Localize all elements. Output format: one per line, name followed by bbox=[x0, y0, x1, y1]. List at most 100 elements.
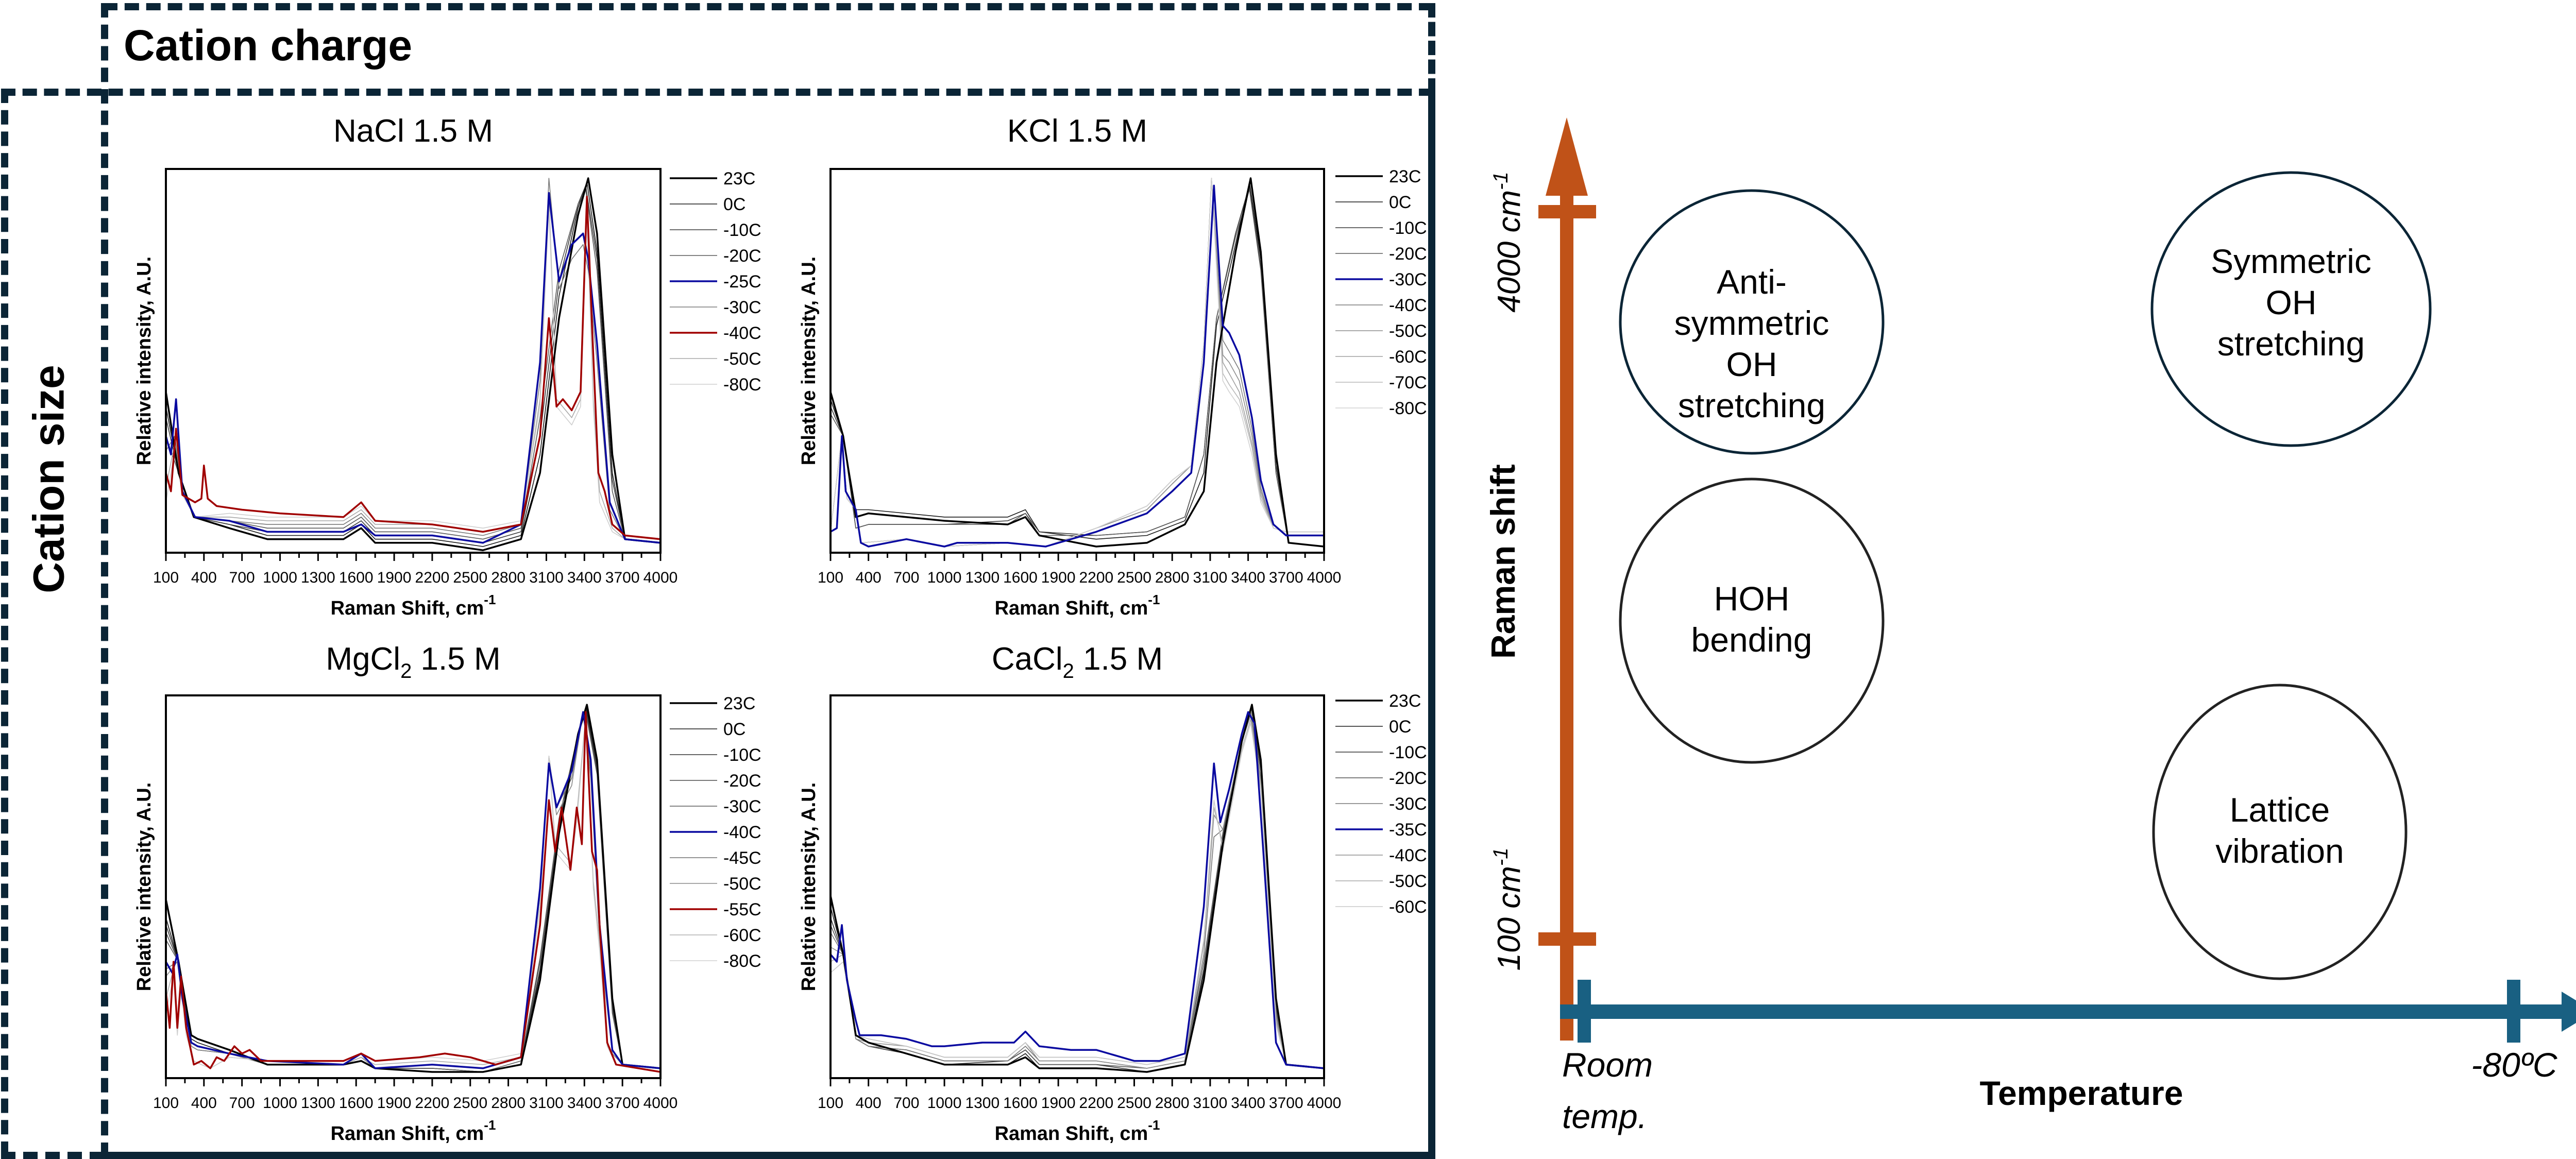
chart-title: KCl 1.5 M bbox=[1007, 113, 1147, 149]
x-tick-label: 4000 bbox=[643, 1095, 678, 1112]
chart-title-rest: 1.5 M bbox=[412, 641, 500, 677]
x-tick-label: 100 bbox=[818, 569, 843, 586]
legend-label: -50C bbox=[1389, 872, 1427, 891]
x-tick-label: 3700 bbox=[605, 569, 640, 586]
legend-label: -60C bbox=[1389, 347, 1427, 367]
x-tick-label: 1900 bbox=[1041, 1095, 1076, 1112]
region-label-line: Anti- bbox=[1717, 263, 1787, 301]
series-line--45C bbox=[165, 711, 661, 1069]
region-symmetric-oh-stretching: Symmetric OH stretching bbox=[2150, 171, 2432, 447]
x-tick-label: 1900 bbox=[1041, 569, 1076, 586]
x-tick-label: 1000 bbox=[263, 569, 297, 586]
x-tick-label: 2800 bbox=[491, 569, 526, 586]
y-axis-label: Relative intensity, A.U. bbox=[133, 257, 155, 465]
x-tick-label: 3700 bbox=[1269, 569, 1303, 586]
legend-label: -30C bbox=[1389, 794, 1427, 814]
legend-label: -20C bbox=[1389, 769, 1427, 788]
column-header-title: Cation charge bbox=[124, 21, 413, 70]
x-tick-label: 400 bbox=[191, 1095, 217, 1112]
series-line--10C bbox=[165, 708, 661, 1072]
x-tick-label: 1900 bbox=[377, 1095, 412, 1112]
legend-label: 23C bbox=[723, 169, 755, 189]
region-hoh-bending: HOH bending bbox=[1619, 478, 1885, 764]
x-tick-label: 1600 bbox=[339, 569, 374, 586]
x-axis-label: Raman Shift, cm-1 bbox=[331, 592, 496, 619]
x-axis-arrowhead bbox=[2562, 992, 2576, 1032]
x-tick-label: 2200 bbox=[415, 569, 450, 586]
chart-title-subscript: 2 bbox=[1063, 660, 1074, 683]
y-axis-tick-4000 bbox=[1538, 205, 1596, 218]
chart-mgcl2: MgCl2 1.5 M 100 400 700 1000 1300 1600 1900 2200… bbox=[133, 641, 761, 1145]
series-line--55C bbox=[165, 711, 661, 1073]
x-tick-label: 1300 bbox=[965, 569, 999, 586]
x-tick-label: 400 bbox=[191, 569, 217, 586]
series-line--10C bbox=[830, 185, 1325, 547]
chart-cacl2: CaCl2 1.5 M 100 400 700 1000 1300 1600 1900 2200… bbox=[798, 641, 1427, 1145]
x-tick-label: 2500 bbox=[453, 569, 487, 586]
region-antisymmetric-oh-stretching: Anti- symmetric OH stretching bbox=[1619, 189, 1885, 455]
legend-label: -20C bbox=[723, 246, 761, 266]
x-tick-label: 400 bbox=[856, 1095, 882, 1112]
x-tick-label: 3400 bbox=[1231, 1095, 1265, 1112]
legend-label: 23C bbox=[1389, 167, 1421, 186]
x-tick-label: 3700 bbox=[1269, 1095, 1303, 1112]
legend-label: -50C bbox=[723, 874, 761, 894]
legend: 23C 0C -10C -20C -30C -35C -40C -50C -60C bbox=[1335, 691, 1427, 917]
series-line-23C bbox=[165, 177, 661, 551]
legend-label: -55C bbox=[723, 900, 761, 919]
x-axis-label: Raman Shift, cm-1 bbox=[995, 592, 1160, 619]
legend-label: -10C bbox=[1389, 743, 1427, 762]
x-tick-label: 1000 bbox=[927, 1095, 962, 1112]
y-axis-label: Relative intensity, A.U. bbox=[798, 782, 820, 991]
chart-title-rest: 1.5 M bbox=[1059, 113, 1147, 149]
header-box-right-border bbox=[1428, 3, 1435, 93]
y-axis-arrowhead bbox=[1546, 117, 1588, 196]
legend-label: -45C bbox=[723, 848, 761, 868]
x-axis-left-label-line1: Room bbox=[1562, 1046, 1653, 1084]
series-line--20C bbox=[830, 711, 1325, 1069]
region-label-line: OH bbox=[2266, 283, 2317, 321]
x-tick-label: 3100 bbox=[529, 569, 564, 586]
x-tick-label: 1300 bbox=[301, 1095, 335, 1112]
column-divider bbox=[101, 3, 108, 1157]
legend-label: -30C bbox=[723, 797, 761, 816]
chart-kcl: KCl 1.5 M 100 400 700 1000 1300 1600 1900 2200 25… bbox=[798, 113, 1427, 619]
legend-label: -30C bbox=[1389, 270, 1427, 289]
x-axis-label: Raman Shift, cm-1 bbox=[331, 1117, 496, 1145]
y-axis-label: Relative intensity, A.U. bbox=[798, 257, 820, 465]
chart-title-base: NaCl bbox=[333, 113, 404, 149]
chart-panel-right-border bbox=[1428, 89, 1435, 1159]
series-line--80C bbox=[165, 719, 661, 1072]
legend-label: -10C bbox=[1389, 218, 1427, 238]
x-tick-label: 2800 bbox=[491, 1095, 526, 1112]
legend: 23C 0C -10C -20C -30C -40C -45C -50C -55C -60C -80… bbox=[670, 694, 761, 971]
series-line--10C bbox=[830, 708, 1325, 1072]
chart-title-base: MgCl bbox=[326, 641, 400, 677]
series-line-23C bbox=[829, 704, 1325, 1073]
header-box-top-border bbox=[103, 3, 1433, 10]
legend-label: -10C bbox=[723, 220, 761, 240]
x-axis-label: Raman Shift, cm-1 bbox=[995, 1117, 1160, 1145]
series-line--35C bbox=[829, 711, 1325, 1069]
legend-label: -20C bbox=[1389, 244, 1427, 264]
x-tick-label: 100 bbox=[153, 1095, 179, 1112]
x-tick-label: 4000 bbox=[1307, 569, 1342, 586]
x-tick-label: 4000 bbox=[643, 569, 678, 586]
x-tick-label: 100 bbox=[153, 569, 179, 586]
x-tick-label: 3400 bbox=[1231, 569, 1265, 586]
x-tick-label: 2500 bbox=[1117, 569, 1151, 586]
x-axis-left-label-line2: temp. bbox=[1562, 1097, 1647, 1135]
x-tick-label: 1600 bbox=[1003, 569, 1038, 586]
y-axis-label: Relative intensity, A.U. bbox=[133, 782, 155, 991]
chart-title: MgCl2 1.5 M bbox=[326, 641, 500, 683]
region-label-line: stretching bbox=[2217, 325, 2365, 363]
plot-area-frame bbox=[829, 168, 1325, 554]
series-line--40C bbox=[830, 178, 1324, 547]
x-tick-label: 2500 bbox=[1117, 1095, 1151, 1112]
series-line-0C bbox=[830, 181, 1325, 547]
series-line--80C bbox=[165, 207, 661, 543]
x-tick-label: 3100 bbox=[1193, 1095, 1228, 1112]
chart-title-subscript: 2 bbox=[400, 660, 412, 683]
